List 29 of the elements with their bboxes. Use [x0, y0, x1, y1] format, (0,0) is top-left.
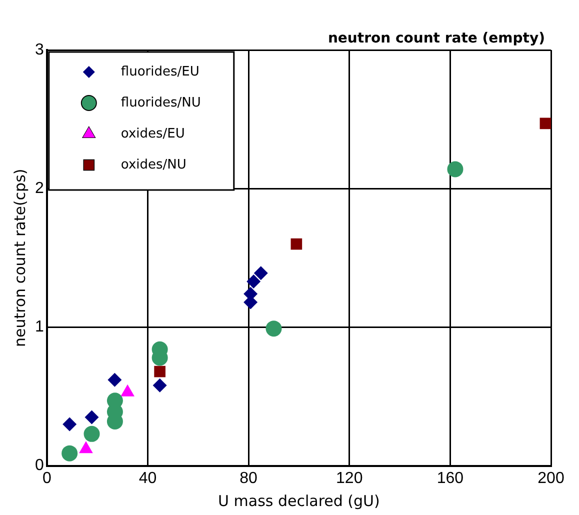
- legend-label: oxides/NU: [120, 157, 186, 172]
- y-tick-label: 3: [34, 41, 44, 58]
- x-axis-title: U mass declared (gU): [218, 492, 380, 510]
- point: [290, 238, 302, 250]
- point: [540, 118, 551, 130]
- legend-label: oxides/EU: [120, 126, 185, 142]
- point: [152, 378, 167, 392]
- point: [84, 426, 100, 442]
- y-axis-title: neutron count rate(cps): [10, 168, 29, 348]
- point: [447, 161, 464, 178]
- point: [246, 274, 261, 288]
- point: [266, 320, 282, 337]
- y-tick-label: 0: [34, 457, 44, 474]
- y-tick-label: 2: [34, 180, 44, 198]
- x-tick-label: 80: [240, 470, 258, 487]
- point: [108, 372, 122, 387]
- x-tick-label: 200: [538, 470, 564, 487]
- legend-label: fluorides/NU: [120, 95, 201, 110]
- legend-label: fluorides/EU: [120, 64, 200, 80]
- chart-title: neutron count rate (empty): [328, 30, 545, 47]
- x-tick-label: 160: [436, 470, 464, 487]
- x-tick-label: 120: [336, 470, 363, 487]
- y-tick-label: 1: [34, 318, 44, 336]
- point: [154, 366, 166, 378]
- point: [62, 445, 78, 462]
- x-tick-label: 40: [138, 470, 157, 487]
- point: [254, 266, 268, 280]
- point: [62, 417, 77, 432]
- point: [84, 410, 99, 424]
